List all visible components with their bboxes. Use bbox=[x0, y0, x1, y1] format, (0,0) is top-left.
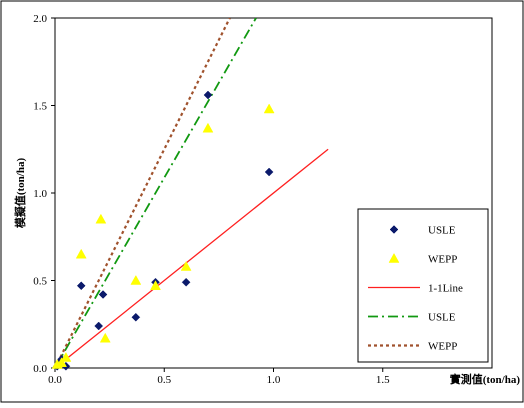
legend-box bbox=[357, 208, 489, 363]
y-axis-label: 模擬值(ton/ha) bbox=[13, 158, 27, 229]
x-tick-label: 0.5 bbox=[157, 374, 171, 386]
series-line-2 bbox=[55, 148, 329, 368]
fit-lines bbox=[55, 18, 329, 368]
series-line-3 bbox=[55, 18, 257, 368]
series-line-4 bbox=[55, 18, 231, 368]
y-tick-label: 1.0 bbox=[33, 188, 47, 200]
x-tick-label: 0.0 bbox=[48, 374, 62, 386]
series-1-point bbox=[202, 122, 214, 133]
series-0-point bbox=[264, 167, 274, 177]
series-0-point bbox=[181, 277, 191, 287]
legend-label: WEPP bbox=[428, 341, 457, 353]
legend-marker bbox=[388, 252, 400, 263]
legend-label: 1-1Line bbox=[428, 283, 463, 295]
series-1-point bbox=[56, 357, 67, 367]
y-tick-label: 0.0 bbox=[33, 363, 47, 375]
series-1-point bbox=[130, 274, 142, 285]
series-1-point bbox=[60, 351, 72, 362]
x-axis-label: 實測值(ton/ha) bbox=[450, 372, 521, 386]
series-0-point bbox=[98, 290, 108, 299]
x-tick-label: 1.0 bbox=[267, 374, 281, 386]
series-1-point bbox=[99, 332, 111, 343]
legend-label: USLE bbox=[428, 312, 456, 324]
series-1-point bbox=[180, 260, 192, 271]
series-1-point bbox=[75, 248, 87, 259]
legend-label: USLE bbox=[428, 225, 456, 237]
series-0-point bbox=[131, 312, 141, 322]
series-1-point bbox=[150, 280, 161, 290]
series-0-point bbox=[203, 90, 213, 100]
series-0-point bbox=[94, 321, 104, 331]
y-tick-label: 2.0 bbox=[33, 13, 47, 25]
legend-label: WEPP bbox=[428, 254, 457, 266]
y-tick-label: 0.5 bbox=[33, 276, 47, 288]
data-points bbox=[51, 90, 275, 371]
y-tick-label: 1.5 bbox=[33, 101, 47, 113]
legend-marker bbox=[389, 225, 399, 234]
series-0-point bbox=[76, 281, 86, 291]
x-tick-label: 1.5 bbox=[376, 374, 390, 386]
series-1-point bbox=[263, 103, 275, 114]
series-1-point bbox=[95, 213, 107, 224]
